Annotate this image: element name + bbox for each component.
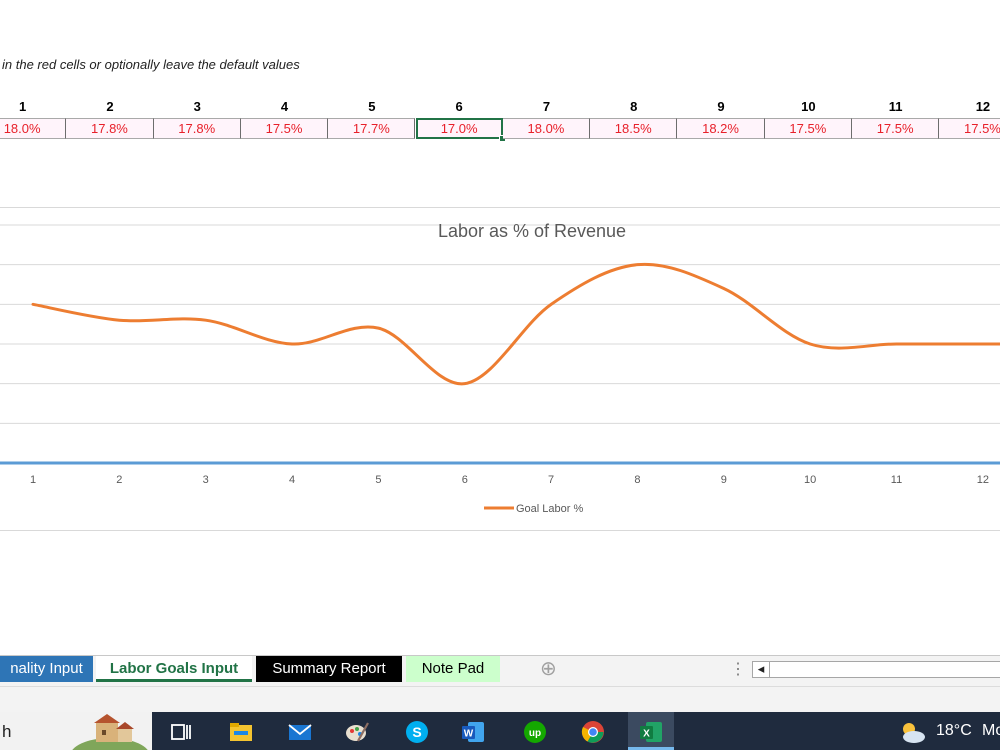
legend-label: Goal Labor % [516, 503, 583, 515]
active-app-indicator [628, 747, 674, 750]
svg-text:X: X [643, 729, 650, 740]
goal-cell[interactable]: 17.7% [328, 118, 416, 139]
instruction-text: in the red cells or optionally leave the… [2, 57, 300, 72]
chart-x-tick-label: 1 [30, 474, 36, 486]
svg-text:up: up [529, 728, 541, 739]
tab-label: Note Pad [421, 660, 485, 677]
tab-splitter-icon[interactable]: ⋮ [730, 661, 746, 678]
goal-cell[interactable]: 17.5% [852, 118, 940, 139]
tab-labor-goals-input[interactable]: Labor Goals Input [96, 656, 252, 682]
month-header: 8 [630, 99, 638, 114]
windows-taskbar: h S W up [0, 712, 1000, 750]
tab-summary-report[interactable]: Summary Report [256, 656, 402, 682]
goal-cell[interactable]: 18.0% [502, 118, 591, 139]
chart-x-tick-label: 3 [203, 474, 209, 486]
goal-cell-selected[interactable]: 17.0% [415, 118, 503, 139]
chart-x-tick-label: 9 [721, 474, 727, 486]
status-bar [0, 686, 1000, 713]
word-icon[interactable]: W [460, 719, 486, 745]
chart-x-tick-label: 10 [804, 474, 816, 486]
worksheet: in the red cells or optionally leave the… [0, 57, 1000, 531]
goal-cell[interactable]: 17.8% [153, 118, 241, 139]
sheet-tab-bar: nality Input Labor Goals Input Summary R… [0, 655, 1000, 686]
gridline [0, 207, 1000, 208]
add-sheet-icon[interactable]: ⊕ [540, 658, 557, 680]
svg-text:S: S [412, 724, 421, 740]
goal-cell[interactable]: 18.2% [677, 118, 765, 139]
goal-cell[interactable]: 17.5% [764, 118, 852, 139]
weather-icon[interactable] [896, 719, 928, 745]
goal-cell[interactable]: 18.0% [0, 118, 67, 139]
tab-label: nality Input [10, 660, 83, 677]
month-header: 7 [542, 99, 551, 114]
taskbar-search-box[interactable]: h [0, 712, 152, 750]
gridline [0, 530, 1000, 531]
month-header: 2 [106, 99, 114, 114]
chart-x-tick-label: 4 [289, 474, 295, 486]
chart-x-tick-label: 5 [375, 474, 381, 486]
horizontal-scrollbar[interactable]: ◂ [752, 661, 1000, 678]
chart-x-tick-label: 2 [116, 474, 122, 486]
chart-x-tick-label: 6 [462, 474, 468, 486]
chart-series-line-goal-labor [31, 262, 1000, 386]
weather-temperature: 18°C [936, 722, 972, 739]
goal-cell[interactable]: 18.5% [590, 118, 678, 139]
chrome-icon[interactable] [580, 719, 606, 745]
tab-seasonality-input[interactable]: nality Input [0, 656, 93, 682]
skype-icon[interactable]: S [404, 719, 430, 745]
svg-text:W: W [464, 729, 474, 740]
month-header: 5 [368, 99, 376, 114]
weather-extra-text: Mo [982, 722, 1000, 739]
upwork-icon[interactable]: up [522, 719, 548, 745]
tab-label: Summary Report [272, 660, 386, 677]
chart-x-tick-label: 8 [634, 474, 640, 486]
month-header: 4 [280, 99, 289, 114]
search-text: h [2, 722, 12, 741]
month-header: 12 [975, 99, 991, 114]
chart-x-tick-label: 11 [891, 474, 902, 486]
chart-x-tick-label: 7 [548, 474, 554, 486]
village-illustration-icon [72, 714, 148, 750]
month-header: 10 [801, 99, 816, 114]
month-header: 9 [717, 99, 725, 114]
mail-icon[interactable] [287, 719, 313, 745]
month-header: 11 [888, 99, 903, 114]
excel-icon[interactable]: X [638, 719, 664, 745]
goal-cell[interactable]: 17.8% [66, 118, 154, 139]
tab-note-pad[interactable]: Note Pad [406, 656, 500, 682]
tab-label: Labor Goals Input [109, 660, 239, 677]
month-header: 1 [19, 99, 27, 114]
month-header: 3 [193, 99, 201, 114]
scroll-left-icon[interactable]: ◂ [753, 661, 770, 677]
chart-x-tick-label: 12 [977, 474, 989, 486]
goal-cell[interactable]: 17.5% [939, 118, 1000, 139]
file-explorer-icon[interactable] [228, 719, 254, 745]
month-header: 6 [455, 99, 463, 114]
task-view-icon[interactable] [168, 719, 194, 745]
paint-icon[interactable] [344, 719, 370, 745]
chart-title: Labor as % of Revenue [438, 221, 626, 241]
goal-cell[interactable]: 17.5% [240, 118, 329, 139]
